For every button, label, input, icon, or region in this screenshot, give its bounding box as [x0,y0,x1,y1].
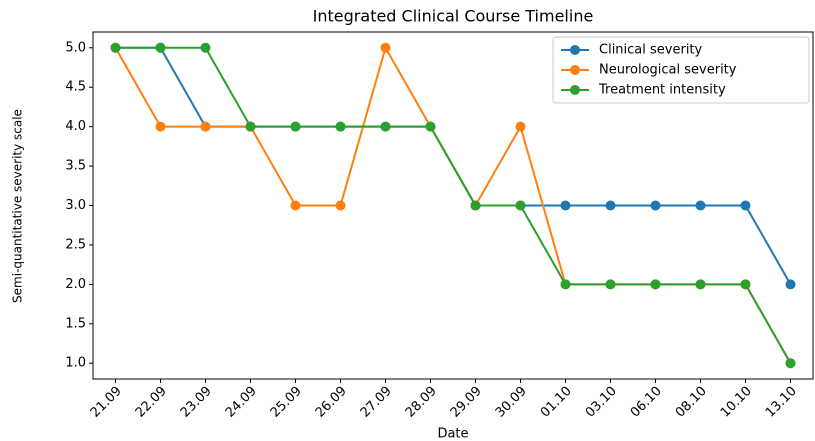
y-tick-label: 1.0 [65,356,86,371]
data-point [245,121,256,132]
x-tick-label: 27.09 [358,384,395,421]
data-point [560,279,571,290]
data-point [335,121,346,132]
x-tick-label: 30.09 [493,384,530,421]
data-point [695,279,706,290]
x-tick-label: 22.09 [133,384,170,421]
data-point [740,279,751,290]
data-point [200,42,211,53]
x-tick-label: 26.09 [313,384,350,421]
data-point [290,200,301,211]
data-point [605,200,616,211]
y-tick-label: 2.0 [65,277,86,292]
legend-marker [570,65,580,75]
legend-marker [570,85,580,95]
y-tick-label: 3.5 [65,159,86,174]
y-tick-label: 3.0 [65,198,86,213]
data-point [785,358,796,369]
data-point [155,121,166,132]
y-tick-label: 4.5 [65,80,86,95]
x-tick-label: 10.10 [718,384,755,421]
x-tick-label: 23.09 [178,384,215,421]
x-tick-label: 24.09 [223,384,260,421]
data-point [380,121,391,132]
x-tick-label: 29.09 [448,384,485,421]
data-point [650,200,661,211]
x-tick-label: 03.10 [583,384,620,421]
data-point [380,42,391,53]
data-point [200,121,211,132]
x-tick-label: 01.10 [538,384,575,421]
x-tick-label: 25.09 [268,384,305,421]
data-point [290,121,301,132]
y-tick-label: 2.5 [65,237,86,252]
x-tick-label: 06.10 [628,384,665,421]
data-point [425,121,436,132]
data-point [650,279,661,290]
y-axis-label: Semi-quantitative severity scale [11,109,25,303]
legend-label: Neurological severity [599,63,737,78]
legend-box [552,36,810,104]
y-tick-label: 4.0 [65,119,86,134]
legend-label: Treatment intensity [598,83,726,98]
data-point [695,200,706,211]
data-point [605,279,616,290]
legend-label: Clinical severity [599,43,703,58]
data-point [110,42,121,53]
data-point [785,279,796,290]
x-tick-label: 21.09 [88,384,125,421]
data-point [335,200,346,211]
data-point [470,200,481,211]
legend-marker [570,45,580,55]
x-tick-label: 28.09 [403,384,440,421]
x-axis-label: Date [437,427,468,441]
x-tick-label: 08.10 [673,384,710,421]
y-tick-label: 1.5 [65,316,86,331]
data-point [515,121,526,132]
data-point [740,200,751,211]
chart-title: Integrated Clinical Course Timeline [313,7,594,26]
y-tick-label: 5.0 [65,40,86,55]
x-tick-label: 13.10 [763,384,800,421]
data-point [155,42,166,53]
data-point [515,200,526,211]
data-point [560,200,571,211]
series-line [115,46,792,364]
